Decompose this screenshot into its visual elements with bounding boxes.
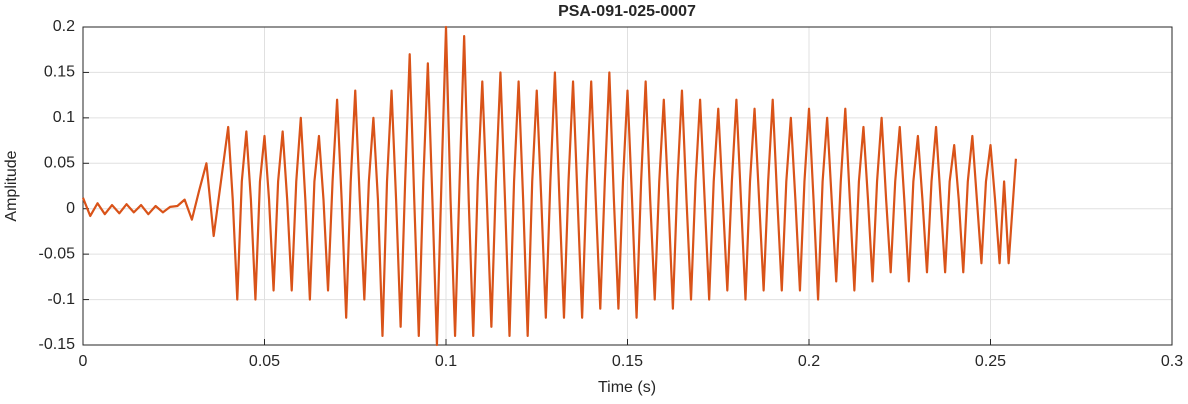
x-tick-label: 0.1 <box>435 353 457 370</box>
y-tick-label: 0 <box>66 200 75 217</box>
signal-line <box>81 25 1018 347</box>
y-tick-label: -0.05 <box>39 245 76 262</box>
x-axis-label: Time (s) <box>598 379 656 396</box>
x-tick-label: 0.25 <box>975 353 1006 370</box>
x-tick-label: 0 <box>79 353 88 370</box>
y-tick-label: -0.1 <box>47 291 75 308</box>
x-tick-label: 0.15 <box>612 353 643 370</box>
y-tick-label: 0.05 <box>44 155 75 172</box>
chart-title: PSA-091-025-0007 <box>558 3 696 20</box>
plot-frame <box>82 26 1173 346</box>
y-tick-label: 0.2 <box>53 18 75 35</box>
x-tick-label: 0.2 <box>798 353 820 370</box>
y-tick-label: -0.15 <box>39 336 76 353</box>
x-tick-label: 0.3 <box>1161 353 1183 370</box>
y-tick-label: 0.15 <box>44 64 75 81</box>
y-tick-label: 0.1 <box>53 109 75 126</box>
x-tick-label: 0.05 <box>249 353 280 370</box>
y-axis-label: Amplitude <box>3 150 20 221</box>
